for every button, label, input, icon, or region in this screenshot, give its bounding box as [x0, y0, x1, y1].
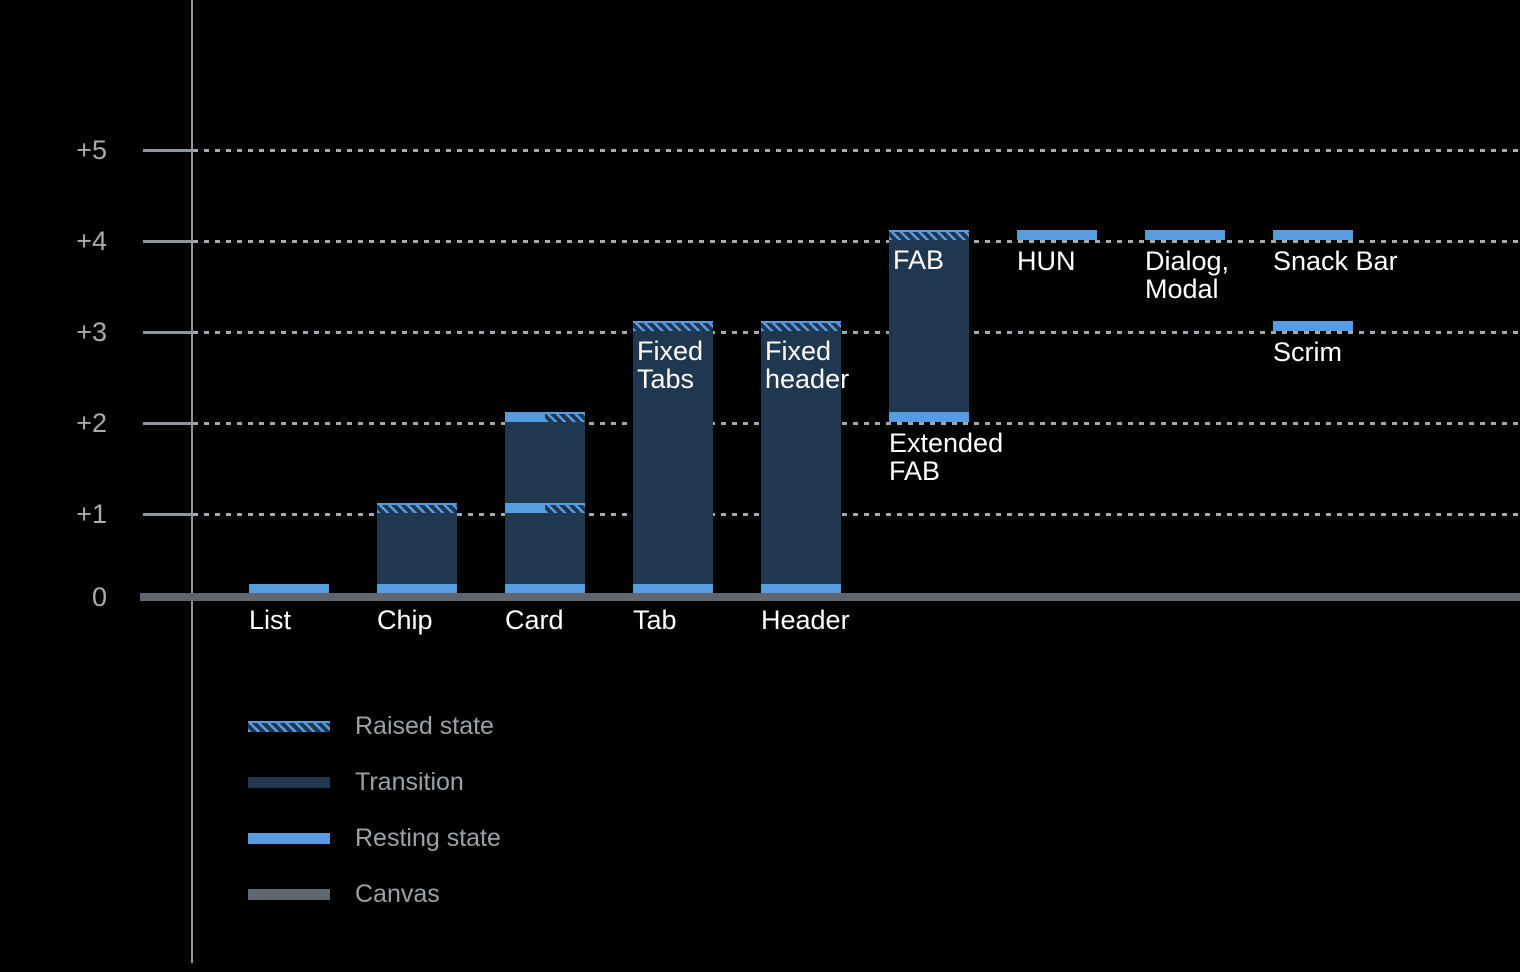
- marker-header-raised-level3: [761, 321, 841, 331]
- inside-label-header-line0: Fixed: [765, 336, 832, 366]
- column-label-list: List: [249, 605, 292, 635]
- y-axis-label-4: +4: [76, 226, 107, 256]
- legend-item-resting-state: Resting state: [248, 823, 501, 855]
- gridline-5: [193, 149, 1520, 152]
- column-label-header: Header: [761, 605, 850, 635]
- y-axis-label-5: +5: [76, 135, 107, 165]
- legend-label-resting-state: Resting state: [355, 824, 501, 853]
- marker-header-resting-level0: [761, 584, 841, 593]
- marker-fab-resting-level2: [889, 412, 969, 422]
- inside-label-fab: FAB: [893, 246, 944, 274]
- marker-chip-resting-level0: [377, 584, 457, 593]
- bar-chip: [377, 513, 457, 593]
- float-label-fab-level2-line0: Extended: [889, 428, 1004, 458]
- float-label-snackbar-scrim-level3-line0: Scrim: [1273, 337, 1342, 367]
- legend-swatch-canvas: [248, 889, 330, 901]
- gridline-1: [193, 513, 1520, 516]
- marker-card-raised-half: [545, 412, 585, 422]
- marker-card-split-level2: [505, 412, 585, 422]
- float-label-fab-level2: Extended FAB: [889, 429, 1003, 485]
- marker-dialog-modal-resting-level4: [1145, 230, 1225, 240]
- float-label-dialog-modal-level4: Dialog, Modal: [1145, 247, 1229, 303]
- marker-card-resting-level0: [505, 584, 585, 593]
- y-axis-label-3: +3: [76, 317, 107, 347]
- y-axis-label-1: +1: [76, 499, 107, 529]
- marker-hun-resting-level4: [1017, 230, 1097, 240]
- float-label-dialog-modal-level4-line1: Modal: [1145, 274, 1219, 304]
- y-axis-tick-2: [143, 422, 193, 425]
- y-axis-tick-1: [143, 513, 193, 516]
- legend-swatch-transition: [248, 776, 330, 788]
- marker-card-resting-half: [505, 412, 545, 422]
- float-label-snackbar-scrim-level4: Snack Bar: [1273, 247, 1398, 275]
- float-label-hun-level4: HUN: [1017, 247, 1076, 275]
- bar-header: [761, 331, 841, 593]
- y-axis-tick-4: [143, 240, 193, 243]
- inside-label-fab-line0: FAB: [893, 245, 945, 275]
- legend-swatch-raised-state: [248, 720, 330, 732]
- y-axis-tick-5: [143, 149, 193, 152]
- y-axis-label-2: +2: [76, 408, 107, 438]
- gridline-3: [193, 331, 1520, 334]
- marker-fab-raised-level4: [889, 230, 969, 240]
- float-label-dialog-modal-level4-line0: Dialog,: [1145, 246, 1230, 276]
- gridline-4: [193, 240, 1520, 243]
- y-axis-tick-3: [143, 331, 193, 334]
- y-axis-label-0: 0: [91, 582, 107, 612]
- inside-label-tab: Fixed Tabs: [637, 337, 703, 393]
- marker-tab-raised-level3: [633, 321, 713, 331]
- column-label-chip: Chip: [377, 605, 433, 635]
- column-label-tab: Tab: [633, 605, 677, 635]
- marker-tab-resting-level0: [633, 584, 713, 593]
- inside-label-header: Fixed header: [765, 337, 849, 393]
- float-label-hun-level4-line0: HUN: [1017, 246, 1076, 276]
- marker-chip-raised-level1: [377, 503, 457, 513]
- bar-tab: [633, 331, 713, 593]
- marker-snackbar-scrim-resting-level3: [1273, 321, 1353, 331]
- canvas-baseline: [140, 593, 1520, 601]
- column-label-card: Card: [505, 605, 564, 635]
- legend-item-raised-state: Raised state: [248, 710, 494, 742]
- gridline-2: [193, 422, 1520, 425]
- legend-item-transition: Transition: [248, 766, 464, 798]
- legend-label-transition: Transition: [355, 767, 464, 796]
- marker-snackbar-scrim-resting-level4: [1273, 230, 1353, 240]
- legend-swatch-resting-state: [248, 833, 330, 845]
- marker-card-resting-half: [505, 503, 545, 513]
- y-axis-line: [191, 0, 193, 963]
- legend-item-canvas: Canvas: [248, 879, 440, 911]
- inside-label-tab-line0: Fixed: [637, 336, 704, 366]
- legend-label-canvas: Canvas: [355, 880, 440, 909]
- float-label-snackbar-scrim-level4-line0: Snack Bar: [1273, 246, 1398, 276]
- marker-list-resting-level0: [249, 584, 329, 593]
- marker-card-split-level1: [505, 503, 585, 513]
- bar-fab: [889, 240, 969, 422]
- float-label-snackbar-scrim-level3: Scrim: [1273, 338, 1342, 366]
- float-label-fab-level2-line1: FAB: [889, 456, 941, 486]
- inside-label-header-line1: header: [765, 364, 850, 394]
- marker-card-raised-half: [545, 503, 585, 513]
- legend-label-raised-state: Raised state: [355, 711, 494, 740]
- inside-label-tab-line1: Tabs: [637, 364, 695, 394]
